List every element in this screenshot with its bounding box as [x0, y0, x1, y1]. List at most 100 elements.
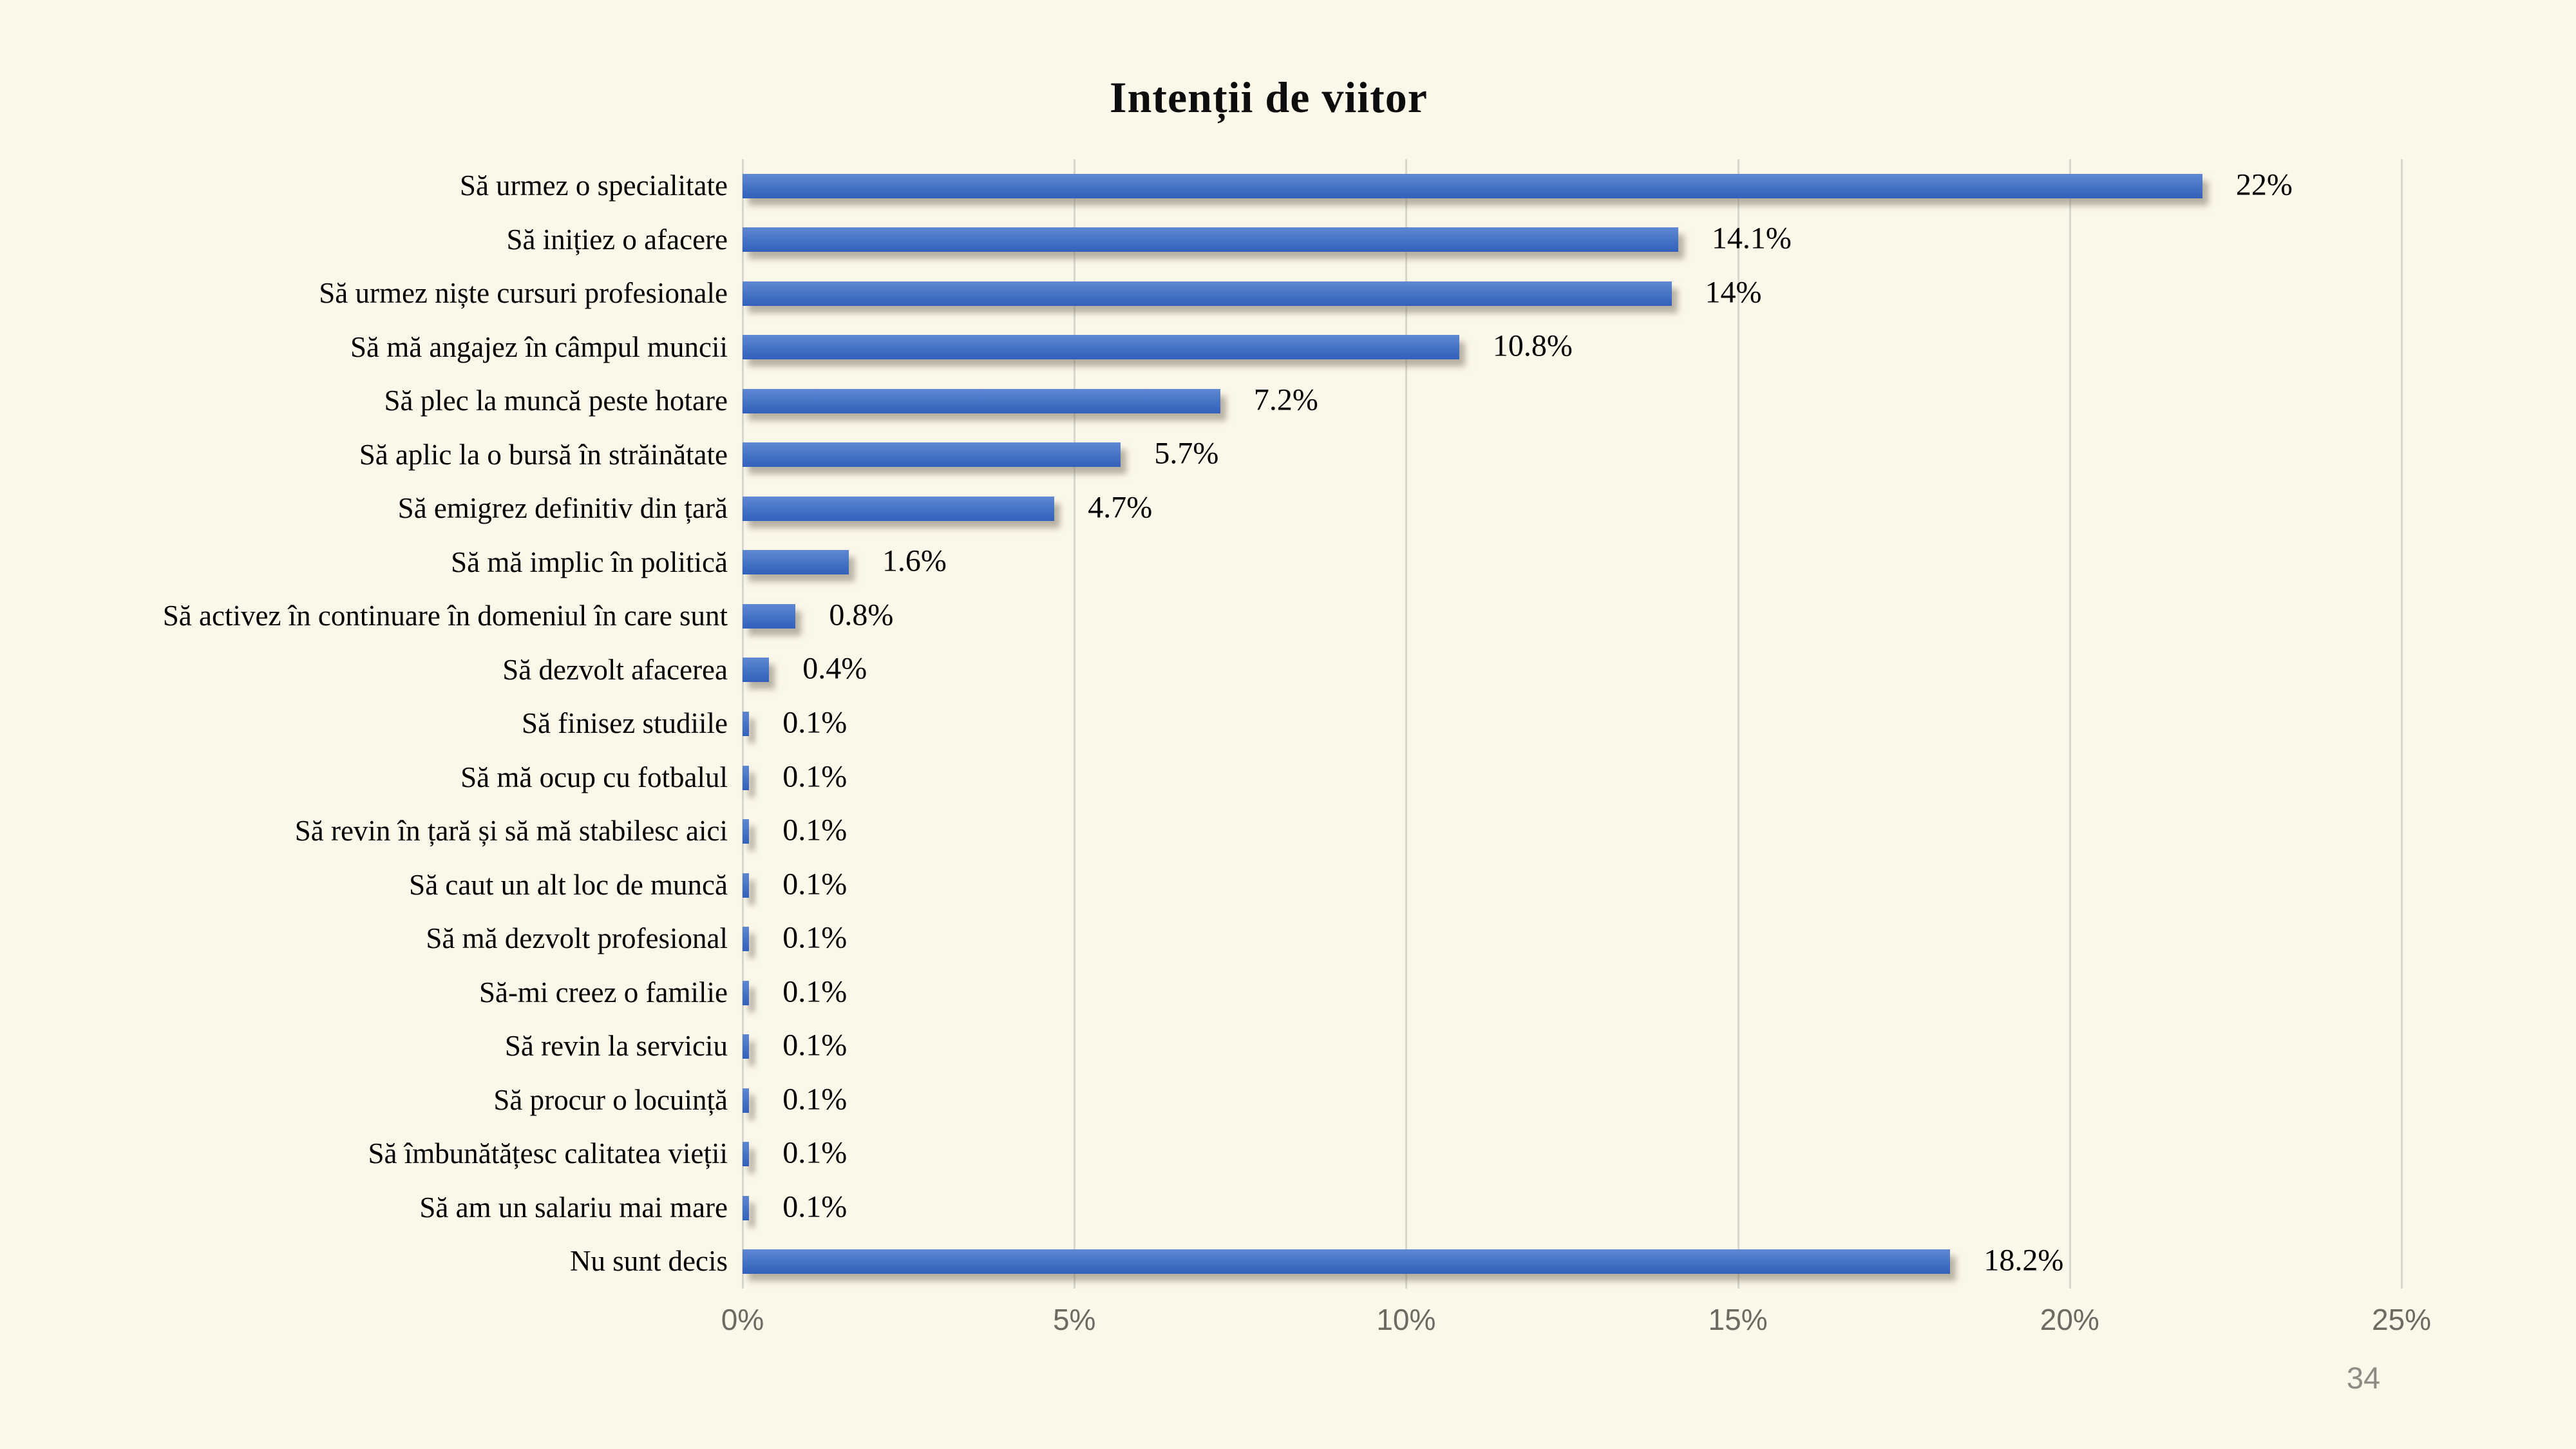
bar-value-label: 1.6%: [882, 544, 947, 578]
bar-row: 5.7%: [743, 428, 2401, 482]
bar-value-label: 0.8%: [829, 598, 894, 632]
bar-row: 18.2%: [743, 1235, 2401, 1289]
category-label: Să am un salariu mai mare: [419, 1191, 728, 1224]
page-number: 34: [2346, 1361, 2381, 1395]
bar-value-label: 0.4%: [802, 651, 867, 686]
bar: [743, 1034, 750, 1059]
bar-value-label: 0.1%: [782, 759, 848, 793]
bar-value-label: 0.1%: [782, 974, 848, 1009]
bar-value-label: 4.7%: [1088, 490, 1153, 525]
x-tick-label: 10%: [1376, 1303, 1436, 1336]
bar-value-label: 22%: [2235, 167, 2293, 202]
gridline: [1074, 159, 1076, 1289]
x-tick-label: 20%: [2040, 1303, 2099, 1336]
category-label: Să procur o locuință: [493, 1083, 728, 1116]
category-label: Să plec la muncă peste hotare: [384, 384, 728, 417]
category-label: Să mă implic în politică: [451, 545, 728, 578]
category-label: Să mă angajez în câmpul muncii: [350, 330, 728, 363]
category-label: Să dezvolt afacerea: [502, 653, 728, 686]
bar-value-label: 10.8%: [1492, 328, 1573, 363]
plot-area: 22% 14.1% 14% 10.8% 7.2% 5.7% 4.7% 1.6% 0.8% 0.4%…: [742, 159, 2403, 1289]
category-label: Să urmez o specialitate: [459, 169, 728, 202]
bar-row: 0.1%: [743, 966, 2401, 1020]
bar-row: 7.2%: [743, 374, 2401, 428]
bar: [743, 1142, 750, 1167]
bar: [743, 819, 750, 844]
bar-value-label: 14%: [1705, 275, 1762, 310]
bar-value-label: 0.1%: [782, 920, 848, 955]
bar-value-label: 0.1%: [782, 813, 848, 848]
category-label: Să finisez studiile: [522, 707, 728, 740]
bar-value-label: 18.2%: [1984, 1243, 2064, 1278]
bar: [743, 496, 1055, 521]
bar-row: 0.8%: [743, 589, 2401, 643]
category-label: Să emigrez definitiv din țară: [397, 492, 728, 525]
bar-value-label: 5.7%: [1154, 436, 1219, 471]
bar-value-label: 0.1%: [782, 1135, 848, 1170]
category-label: Nu sunt decis: [570, 1245, 728, 1278]
bar: [743, 1195, 750, 1220]
bar-row: 0.1%: [743, 751, 2401, 805]
x-tick-label: 25%: [2371, 1303, 2432, 1336]
bar-row: 0.1%: [743, 1127, 2401, 1181]
category-label: Să revin în țară și să mă stabilesc aici: [294, 815, 728, 848]
x-tick-label: 0%: [721, 1303, 764, 1336]
bar-value-label: 0.1%: [782, 705, 848, 740]
bar-row: 0.1%: [743, 697, 2401, 751]
category-label: Să îmbunătățesc calitatea vieții: [368, 1137, 728, 1170]
bar-row: 22%: [743, 159, 2401, 213]
bar: [743, 873, 750, 898]
gridline: [2069, 159, 2071, 1289]
bar-row: 0.1%: [743, 1019, 2401, 1074]
x-axis: 0% 5% 10% 15% 20% 25%: [721, 1302, 2431, 1347]
category-label: Să activez în continuare în domeniul în …: [162, 600, 728, 632]
bar-value-label: 0.1%: [782, 866, 848, 901]
bar: [743, 335, 1459, 360]
bar-value-label: 14.1%: [1711, 221, 1792, 256]
bar: [743, 927, 750, 952]
bar-row: 4.7%: [743, 482, 2401, 536]
gridline: [1405, 159, 1408, 1289]
category-label: Să urmez niște cursuri profesionale: [319, 277, 728, 310]
bar-value-label: 0.1%: [782, 1189, 848, 1224]
category-label: Să mă dezvolt profesional: [426, 922, 728, 955]
category-label: Să aplic la o bursă în străinătate: [359, 438, 728, 471]
bar-row: 10.8%: [743, 321, 2401, 375]
bar-row: 0.4%: [743, 643, 2401, 697]
x-tick-label: 15%: [1708, 1303, 1768, 1336]
category-label: Să-mi creez o familie: [478, 976, 728, 1009]
bar: [743, 711, 750, 736]
bar: [743, 658, 770, 683]
bar-row: 0.1%: [743, 804, 2401, 858]
chart-title: Intenții de viitor: [1110, 73, 1428, 122]
x-tick-label: 5%: [1052, 1303, 1096, 1336]
bar-row: 0.1%: [743, 1181, 2401, 1235]
bar: [743, 388, 1220, 413]
bar: [743, 980, 750, 1005]
bar: [743, 765, 750, 790]
category-axis: Să urmez o specialitate Să inițiez o afac…: [58, 159, 728, 1289]
bar: [743, 550, 849, 575]
bar-row: 0.1%: [743, 858, 2401, 913]
bar: [743, 1249, 1951, 1274]
bar: [743, 281, 1672, 306]
bar-row: 14%: [743, 267, 2401, 321]
bar-value-label: 0.1%: [782, 1081, 848, 1116]
category-label: Să caut un alt loc de muncă: [409, 868, 728, 901]
bar-row: 1.6%: [743, 536, 2401, 590]
bar: [743, 603, 796, 629]
bar: [743, 227, 1678, 252]
bar-value-label: 7.2%: [1253, 383, 1318, 417]
bar-value-label: 0.1%: [782, 1028, 848, 1063]
category-label: Să revin la serviciu: [504, 1030, 728, 1063]
category-label: Să inițiez o afacere: [506, 223, 728, 256]
bar-row: 0.1%: [743, 1074, 2401, 1128]
gridline: [2401, 159, 2403, 1289]
bar-row: 0.1%: [743, 912, 2401, 966]
bar: [743, 173, 2202, 198]
gridline: [1737, 159, 1739, 1289]
bar: [743, 1088, 750, 1113]
category-label: Să mă ocup cu fotbalul: [460, 761, 728, 793]
bar: [743, 442, 1121, 468]
